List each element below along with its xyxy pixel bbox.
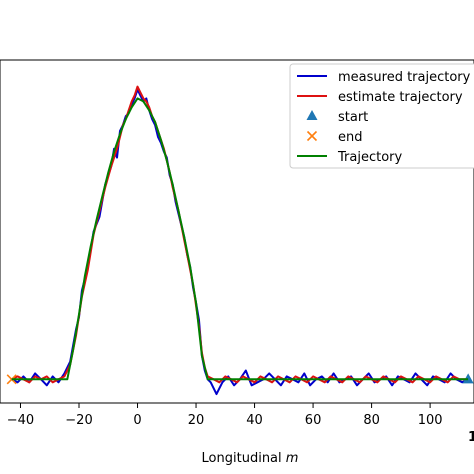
legend: measured trajectory estimate trajectory st… (289, 63, 474, 169)
x-tick-label: 20 (188, 413, 205, 428)
x-tick-label: 60 (305, 413, 322, 428)
x-tick-label: 40 (246, 413, 263, 428)
legend-estimate-trajectory-label: estimate trajectory (338, 90, 463, 105)
x-tick-label-cut: 1 (468, 430, 474, 445)
x-tick-label: 80 (363, 413, 380, 428)
legend-start-label: start (338, 110, 368, 125)
x-axis: −40 −20 0 20 40 60 80 100 (7, 403, 443, 428)
trajectory-line (11, 97, 469, 381)
x-tick-label: 0 (133, 413, 141, 428)
x-axis-label: Longitudinal m (202, 451, 299, 466)
legend-start-marker (306, 110, 318, 120)
series-layer (6, 85, 474, 396)
legend-measured-trajectory-label: measured trajectory (338, 70, 471, 85)
legend-trajectory-label: Trajectory (337, 150, 402, 165)
x-tick-label: −40 (7, 413, 34, 428)
x-tick-label: −20 (65, 413, 92, 428)
x-axis-label-text: Longitudinal (202, 451, 286, 466)
start-marker (462, 373, 474, 384)
legend-frame (289, 63, 474, 169)
x-axis-label-unit: m (286, 451, 299, 466)
legend-end-marker (306, 130, 318, 142)
legend-end-label: end (338, 130, 363, 145)
x-tick-label: 100 (418, 413, 443, 428)
